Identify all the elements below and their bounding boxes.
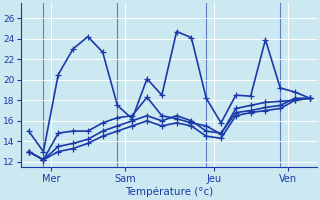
X-axis label: Température (°c): Température (°c) [125, 187, 213, 197]
